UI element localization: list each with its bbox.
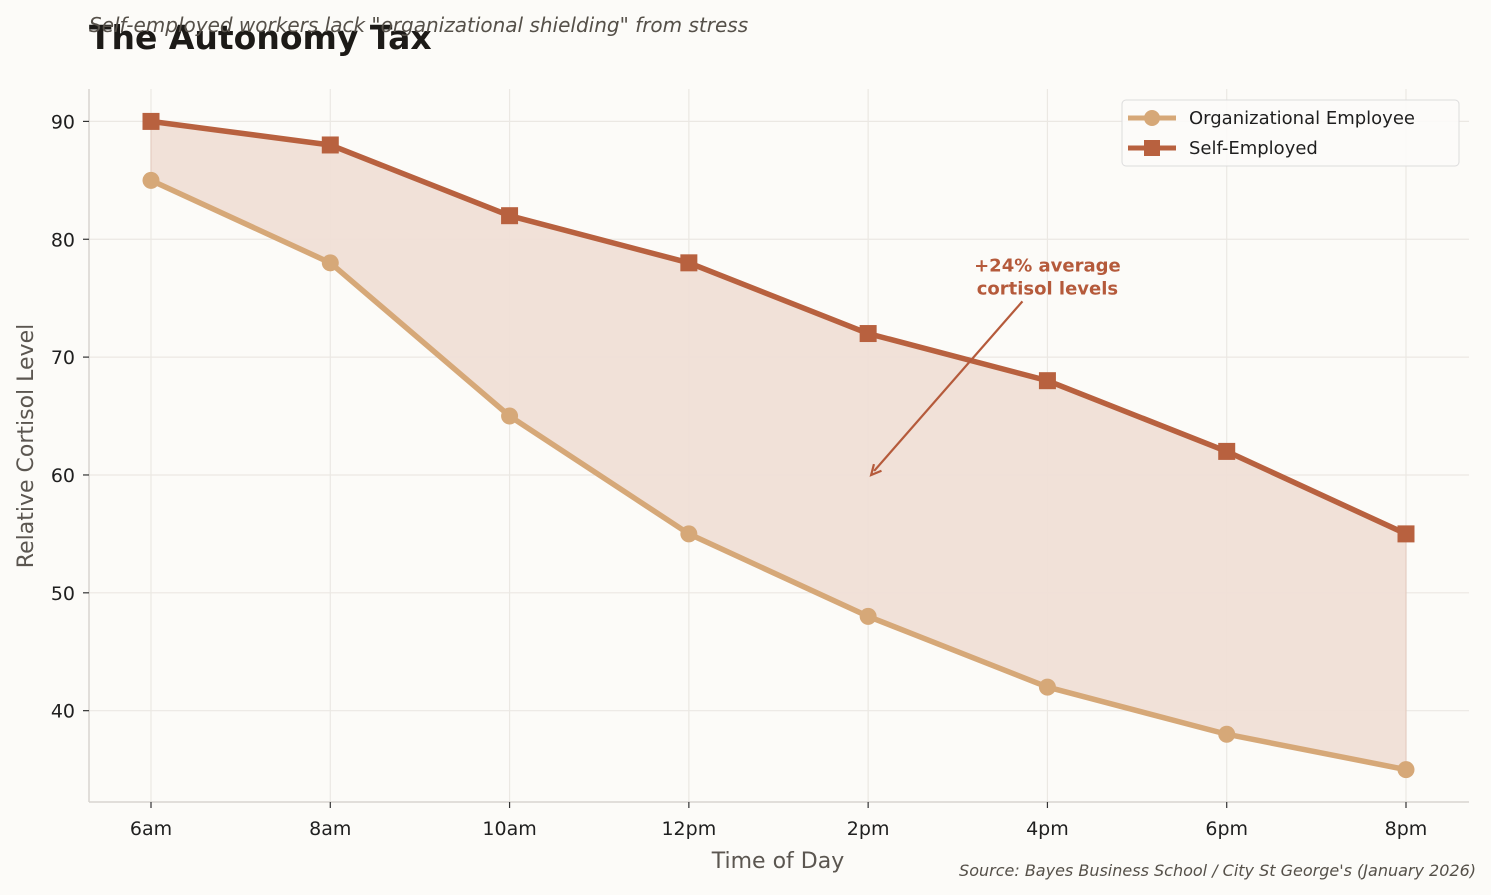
series-lines [148, 118, 1409, 773]
chart-title: The Autonomy Tax [89, 18, 432, 57]
point-self-employed-10am [501, 207, 519, 225]
y-tick-label-50: 50 [51, 583, 75, 605]
legend-frame [1121, 99, 1460, 167]
x-tick-label-4pm: 4pm [1026, 818, 1069, 840]
legend: Organizational Employee Self-Employed [1121, 99, 1460, 167]
point-organizational-employee-10am [501, 407, 519, 425]
point-self-employed-12pm [680, 254, 698, 272]
legend-label-organizational-employee: Organizational Employee [1189, 108, 1415, 129]
series-line-organizational-employee [148, 177, 1409, 773]
y-tick-label-70: 70 [51, 347, 75, 369]
series-markers [142, 112, 1415, 779]
x-tick-label-8pm: 8pm [1385, 818, 1428, 840]
point-organizational-employee-8pm [1397, 761, 1415, 779]
point-self-employed-2pm [859, 325, 877, 343]
point-organizational-employee-8am [321, 254, 339, 272]
annotation-line-1: +24% average [974, 255, 1121, 276]
point-organizational-employee-12pm [680, 525, 698, 543]
point-self-employed-6pm [1218, 442, 1236, 460]
legend-label-self-employed: Self-Employed [1189, 138, 1318, 159]
y-axis-label: Relative Cortisol Level [14, 324, 39, 568]
axes [83, 89, 1469, 808]
source-note: Source: Bayes Business School / City St … [959, 861, 1476, 880]
x-tick-label-8am: 8am [309, 818, 351, 840]
annotation-arrow-shaft [873, 300, 1024, 472]
point-organizational-employee-6am [142, 171, 160, 189]
y-tick-label-40: 40 [51, 701, 75, 723]
series-line-self-employed [148, 118, 1409, 537]
x-tick-label-10am: 10am [482, 818, 536, 840]
point-organizational-employee-2pm [859, 607, 877, 625]
point-self-employed-8pm [1397, 525, 1415, 543]
point-self-employed-8am [321, 136, 339, 154]
x-axis-label: Time of Day [711, 849, 844, 874]
point-organizational-employee-6pm [1218, 725, 1236, 743]
y-tick-label-60: 60 [51, 465, 75, 487]
chart-subtitle: Self-employed workers lack "organization… [89, 13, 748, 37]
x-tick-label-6pm: 6pm [1205, 818, 1248, 840]
y-tick-label-90: 90 [51, 111, 75, 133]
legend-marker-organizational-employee [1144, 110, 1160, 126]
point-organizational-employee-4pm [1038, 678, 1056, 696]
y-tick-label-80: 80 [51, 229, 75, 251]
point-self-employed-4pm [1038, 372, 1056, 390]
legend-marker-self-employed [1144, 140, 1160, 156]
annotation-arrow-head [869, 463, 882, 477]
annotation-line-2: cortisol levels [977, 278, 1118, 299]
x-tick-label-2pm: 2pm [847, 818, 890, 840]
x-tick-label-12pm: 12pm [661, 818, 716, 840]
y-tick-labels: 40 50 60 70 80 90 [51, 111, 75, 722]
point-self-employed-6am [142, 112, 160, 130]
x-tick-labels: 6am 8am 10am 12pm 2pm 4pm 6pm 8pm [130, 818, 1427, 840]
x-tick-label-6am: 6am [130, 818, 172, 840]
